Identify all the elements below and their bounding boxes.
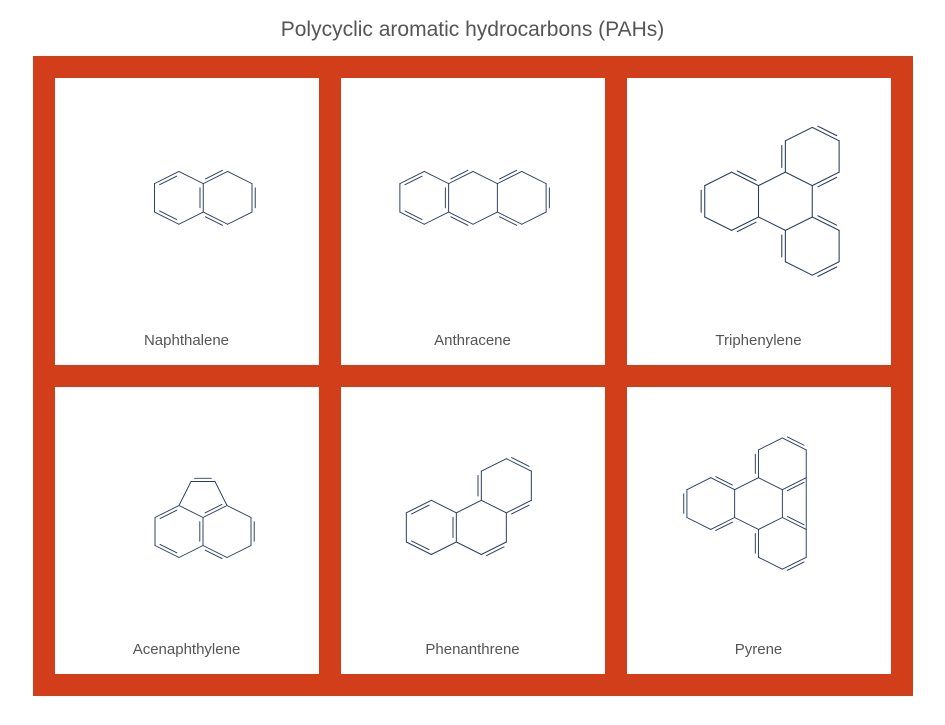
molecule-label: Naphthalene — [144, 328, 229, 349]
triphenylene-structure — [651, 108, 866, 308]
acenaphthylene-structure — [107, 440, 267, 595]
molecule-cell-acenaphthylene: Acenaphthylene — [55, 387, 319, 674]
phenanthrene-structure — [363, 442, 583, 592]
structure-wrap — [63, 397, 311, 637]
naphthalene-structure — [102, 143, 272, 273]
molecule-label: Phenanthrene — [425, 637, 519, 658]
molecule-cell-phenanthrene: Phenanthrene — [341, 387, 605, 674]
molecule-cell-pyrene: Pyrene — [627, 387, 891, 674]
anthracene-structure — [358, 143, 588, 273]
molecule-label: Pyrene — [735, 637, 783, 658]
structure-wrap — [635, 88, 883, 328]
molecule-grid-frame: Naphthalene Anthracene Triphenylene Acenaph… — [33, 56, 913, 696]
molecule-cell-anthracene: Anthracene — [341, 78, 605, 365]
molecule-label: Anthracene — [434, 328, 511, 349]
molecule-label: Acenaphthylene — [133, 637, 241, 658]
molecule-cell-triphenylene: Triphenylene — [627, 78, 891, 365]
molecule-cell-naphthalene: Naphthalene — [55, 78, 319, 365]
molecule-label: Triphenylene — [715, 328, 801, 349]
page-title: Polycyclic aromatic hydrocarbons (PAHs) — [0, 0, 945, 56]
structure-wrap — [63, 88, 311, 328]
structure-wrap — [349, 397, 597, 637]
structure-wrap — [349, 88, 597, 328]
pyrene-structure — [671, 420, 846, 615]
structure-wrap — [635, 397, 883, 637]
